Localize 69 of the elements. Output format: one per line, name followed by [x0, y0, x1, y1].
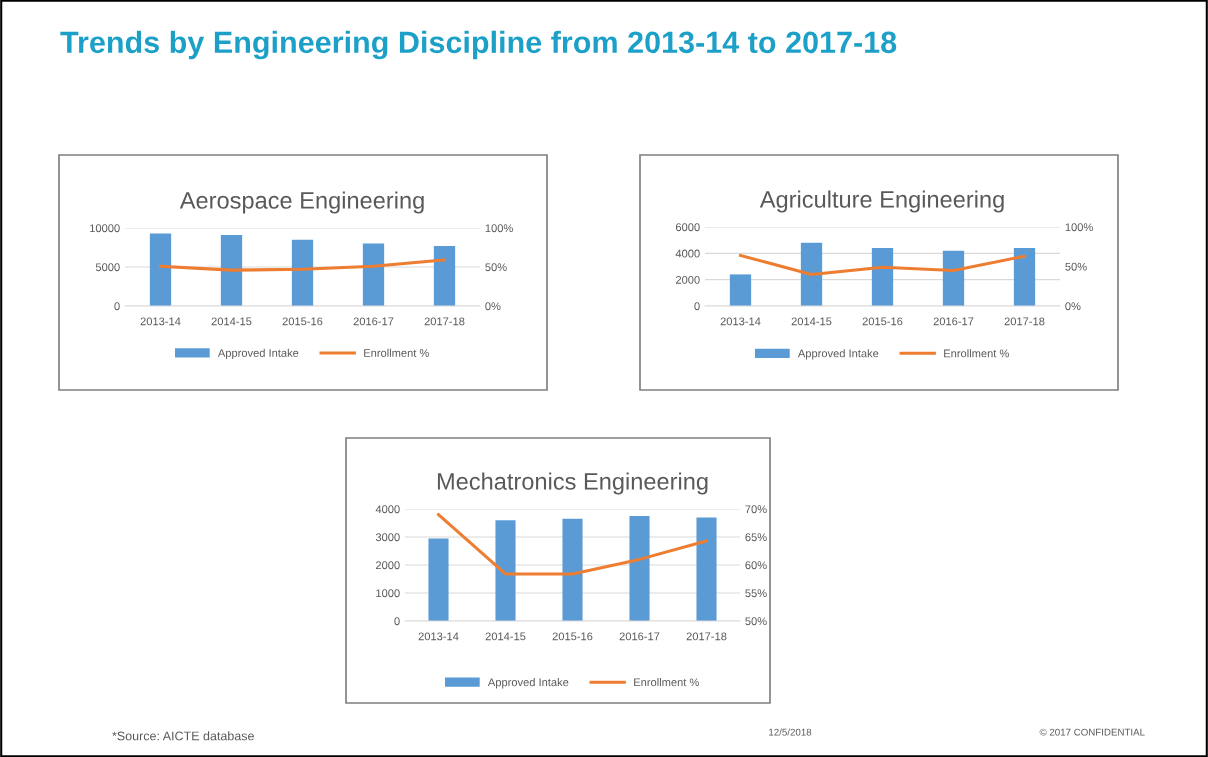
- bar: [362, 243, 385, 306]
- bar: [800, 242, 823, 306]
- y-tick-label: 3000: [375, 533, 400, 542]
- legend-label: Enrollment %: [634, 678, 699, 687]
- text: *Source: AICTE database: [112, 731, 254, 741]
- chart-title: Mechatronics Engineering: [437, 472, 708, 495]
- y-tick-label: 10000: [90, 224, 120, 233]
- legend-label: Enrollment %: [364, 348, 429, 357]
- x-tick-label: 2017-18: [424, 317, 465, 326]
- line-series: [436, 513, 709, 576]
- legend-label: Approved Intake: [797, 349, 879, 360]
- chart-title: Aerospace Engineering: [179, 191, 424, 214]
- legend-label: Approved Intake: [487, 678, 569, 689]
- bar: [1013, 248, 1036, 306]
- text: © 2017 CONFIDENTIAL: [1039, 728, 1145, 736]
- bar: [562, 518, 583, 621]
- y-tick-label: 1000: [376, 589, 400, 598]
- x-tick-label: 2014-15: [211, 317, 252, 326]
- x-tick-label: 2013-14: [720, 317, 761, 326]
- text: 12/5/2018: [769, 728, 812, 736]
- x-tick-label: 2015-16: [552, 632, 593, 641]
- bar: [871, 248, 894, 306]
- x-tick-label: 2014-15: [791, 317, 832, 326]
- bar: [433, 245, 456, 306]
- y2-tick-label: 55%: [745, 589, 767, 598]
- chart-title: Agriculture Engineering: [759, 190, 1004, 213]
- bar: [729, 274, 752, 306]
- x-tick-label: 2016-17: [933, 317, 974, 326]
- y-tick-label: 4000: [675, 249, 700, 258]
- bar: [696, 517, 717, 621]
- text: Trends by Engineering Discipline from 2013-14 to 2017-18: [60, 30, 897, 60]
- y2-tick-label: 60%: [745, 561, 767, 570]
- x-tick-label: 2014-15: [485, 632, 526, 641]
- y2-tick-label: 100%: [485, 224, 513, 233]
- y-tick-label: 4000: [375, 505, 400, 514]
- bar: [495, 520, 516, 621]
- y-tick-label: 0: [394, 617, 400, 626]
- y2-tick-label: 0%: [485, 302, 501, 311]
- y2-tick-label: 65%: [745, 533, 767, 542]
- x-tick-label: 2017-18: [686, 632, 727, 641]
- line-series: [738, 253, 1027, 276]
- x-tick-label: 2013-14: [418, 632, 459, 641]
- line-series: [158, 258, 447, 272]
- y2-tick-label: 50%: [485, 263, 507, 272]
- bar: [428, 538, 449, 621]
- x-tick-label: 2013-14: [140, 317, 181, 326]
- y2-tick-label: 70%: [745, 505, 767, 514]
- y-tick-label: 2000: [375, 561, 400, 570]
- x-tick-label: 2016-17: [619, 632, 660, 641]
- y-tick-label: 2000: [675, 275, 700, 284]
- y-tick-label: 0: [694, 302, 700, 311]
- y2-tick-label: 0%: [1065, 302, 1081, 311]
- legend-label: Approved Intake: [217, 348, 299, 360]
- x-tick-label: 2017-18: [1004, 317, 1045, 326]
- bar: [149, 233, 172, 306]
- y-tick-label: 5000: [95, 263, 120, 272]
- x-tick-label: 2016-17: [353, 317, 394, 326]
- bar: [220, 235, 243, 306]
- y-tick-label: 0: [114, 302, 120, 311]
- x-tick-label: 2015-16: [862, 317, 903, 326]
- y-tick-label: 6000: [675, 223, 700, 232]
- legend-label: Enrollment %: [944, 349, 1009, 358]
- y2-tick-label: 50%: [1065, 262, 1087, 271]
- y2-tick-label: 50%: [745, 617, 767, 626]
- bar: [942, 250, 965, 306]
- bar: [291, 239, 314, 306]
- x-tick-label: 2015-16: [282, 317, 323, 326]
- bar: [629, 516, 650, 621]
- y2-tick-label: 100%: [1065, 223, 1093, 232]
